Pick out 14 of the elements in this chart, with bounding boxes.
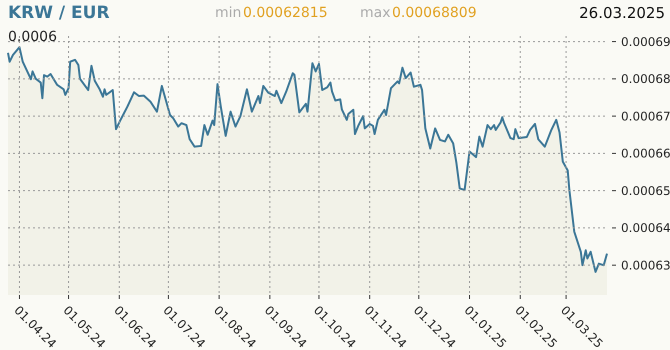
y-tick-label: 0.00065 bbox=[621, 184, 670, 198]
y-tick-label: 0.00066 bbox=[621, 146, 670, 161]
chart-title: KRW / EUR bbox=[8, 3, 110, 23]
text: min bbox=[215, 5, 242, 21]
text: 0.00062815 bbox=[243, 5, 328, 21]
y-tick-label: 0.00068 bbox=[621, 72, 670, 86]
text: 0.00068809 bbox=[392, 5, 477, 21]
y-tick-label: 0.00067 bbox=[621, 109, 670, 124]
y-tick-label: 0.00064 bbox=[621, 221, 670, 236]
y-tick-label: 0.00063 bbox=[621, 258, 670, 272]
y-tick-label: 0.00069 bbox=[621, 34, 670, 49]
text: 26.03.2025 bbox=[579, 4, 665, 22]
text: max bbox=[360, 5, 391, 21]
y-axis-title: 0.0006 bbox=[8, 29, 58, 45]
